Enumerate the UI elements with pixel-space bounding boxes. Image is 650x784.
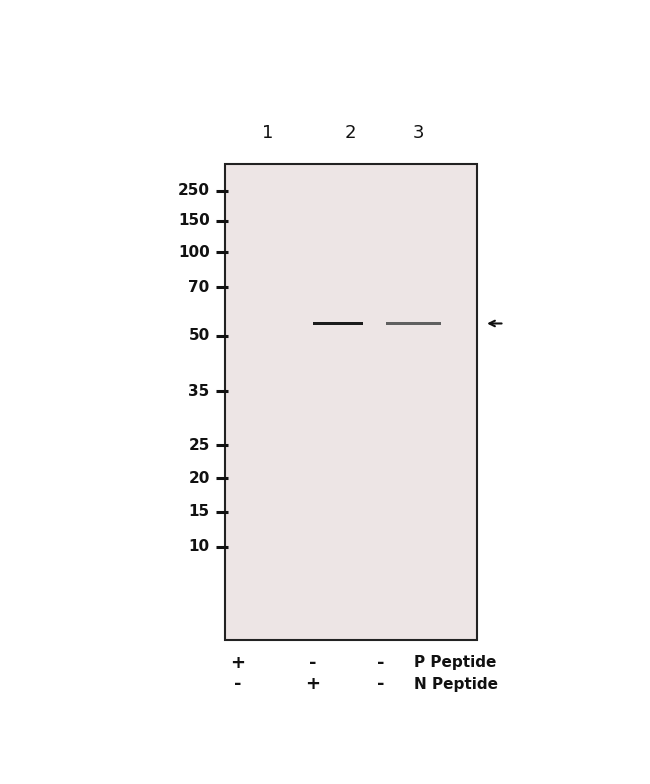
Text: N Peptide: N Peptide [414,677,498,692]
Text: 2: 2 [345,125,356,143]
Text: -: - [377,654,385,672]
Text: 15: 15 [188,504,210,519]
Bar [386,322,441,325]
Text: 70: 70 [188,280,210,295]
Text: -: - [377,676,385,694]
Text: 35: 35 [188,383,210,398]
Text: 150: 150 [178,213,210,228]
Text: 3: 3 [413,125,424,143]
Text: -: - [233,676,241,694]
Text: -: - [309,654,317,672]
Text: 10: 10 [188,539,210,554]
Text: 20: 20 [188,470,210,485]
Text: 25: 25 [188,438,210,453]
Text: P Peptide: P Peptide [414,655,496,670]
Text: 250: 250 [177,183,210,198]
Text: +: + [306,676,320,694]
Text: 1: 1 [262,125,273,143]
Bar [313,322,363,325]
Bar [225,164,476,641]
Text: 50: 50 [188,328,210,343]
Text: 100: 100 [178,245,210,260]
Text: +: + [230,654,245,672]
